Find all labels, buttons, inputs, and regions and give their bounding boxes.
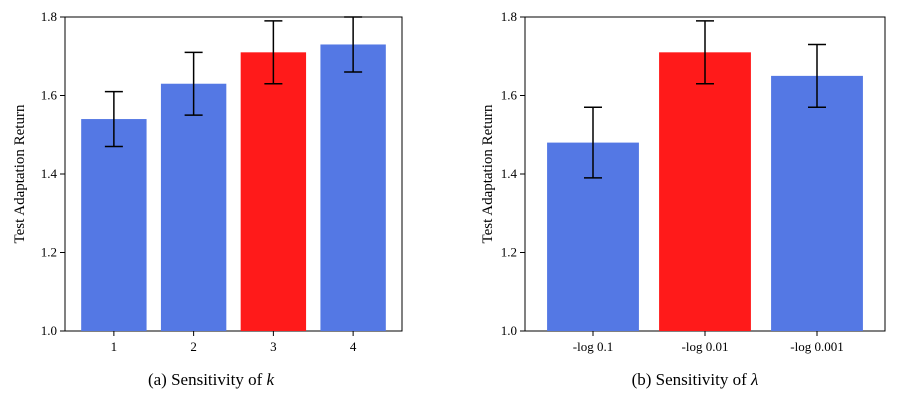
chart-a-xtick-label-2: 3	[270, 339, 277, 354]
chart-panel-b: 1.0 1.2 1.4 1.6 1.8 Test Adaptation Return -lo…	[455, 0, 897, 407]
chart-panel-a: 1.0 1.2 1.4 1.6 1.8 Test Adaptation Return 1 2 3…	[0, 0, 440, 407]
chart-a-bar-1	[160, 83, 227, 331]
chart-a-xtick-label-1: 2	[190, 339, 197, 354]
caption-a: (a) Sensitivity of k	[148, 370, 274, 390]
chart-a-xtick-label-0: 1	[111, 339, 118, 354]
chart-a-ylabel: Test Adaptation Return	[12, 104, 28, 243]
chart-a-ytick-label-1: 1.2	[41, 245, 57, 260]
chart-a-bar-2	[240, 52, 307, 331]
chart-b-bar-1	[659, 52, 751, 331]
chart-a-bar-3	[320, 44, 386, 331]
chart-b-xtick-label-2: -log 0.001	[790, 339, 843, 354]
chart-b-ytick-label-0: 1.0	[501, 323, 517, 338]
chart-a-xtick-label-3: 4	[350, 339, 357, 354]
caption-b-symbol: λ	[751, 370, 759, 389]
chart-a-ytick-label-0: 1.0	[41, 323, 57, 338]
chart-a-ytick-label-3: 1.6	[41, 88, 58, 103]
chart-b-ytick-label-4: 1.8	[501, 9, 517, 24]
chart-a-ytick-label-2: 1.4	[41, 166, 58, 181]
chart-b-ytick-label-3: 1.6	[501, 88, 518, 103]
chart-b-ytick-label-2: 1.4	[501, 166, 518, 181]
chart-a-svg: 1.0 1.2 1.4 1.6 1.8 Test Adaptation Return 1 2 3…	[12, 9, 403, 354]
chart-b-bar-2	[771, 75, 863, 331]
chart-b-svg: 1.0 1.2 1.4 1.6 1.8 Test Adaptation Return -lo…	[480, 9, 886, 354]
chart-b-xtick-label-0: -log 0.1	[573, 339, 613, 354]
chart-a-bar-0	[81, 119, 147, 331]
caption-b-text: (b) Sensitivity of	[631, 370, 752, 389]
chart-a-ytick-label-4: 1.8	[41, 9, 57, 24]
chart-b-ylabel: Test Adaptation Return	[480, 104, 496, 243]
caption-a-text: (a) Sensitivity of	[147, 370, 267, 389]
caption-a-symbol: k	[266, 370, 275, 389]
caption-b: (b) Sensitivity of λ	[632, 370, 759, 390]
chart-b-xtick-label-1: -log 0.01	[682, 339, 729, 354]
chart-b-ytick-label-1: 1.2	[501, 245, 517, 260]
